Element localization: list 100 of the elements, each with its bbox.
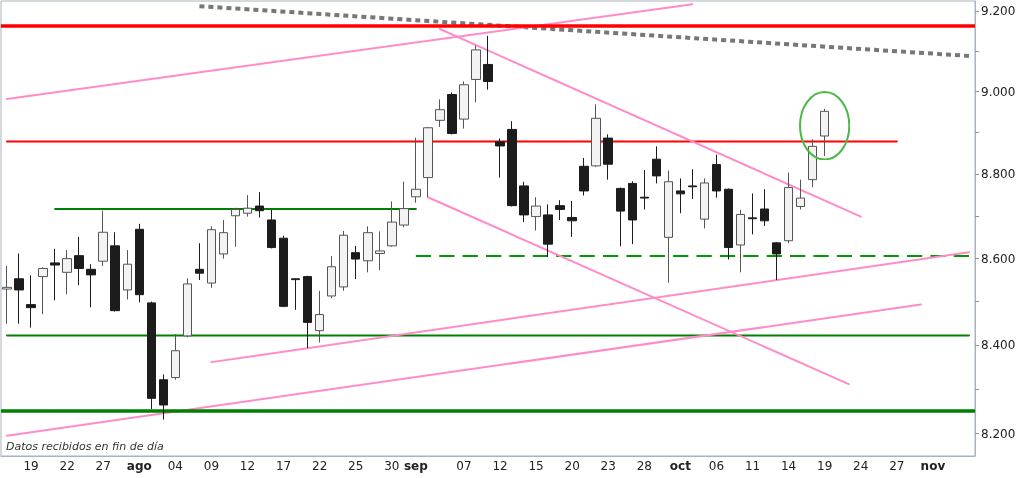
x-tick-label: 09	[203, 459, 220, 473]
candlestick	[2, 265, 12, 325]
candlestick	[507, 120, 517, 207]
candlestick	[74, 236, 84, 286]
x-tick-label: 22	[312, 459, 328, 473]
candlestick	[26, 274, 36, 329]
y-tick-label: 8.400	[981, 338, 1016, 353]
candlestick	[736, 209, 745, 273]
candlestick	[603, 133, 613, 181]
candlestick	[531, 196, 541, 232]
candlestick	[267, 209, 276, 249]
candlestick	[315, 290, 324, 343]
x-tick-label: 19	[817, 459, 833, 473]
candlestick	[652, 145, 661, 184]
y-tick-label: 8.200	[981, 426, 1016, 441]
candlestick	[147, 301, 156, 410]
candlestick	[579, 157, 589, 197]
x-tick-label: 17	[275, 459, 292, 473]
candlestick	[555, 199, 565, 221]
candlestick	[591, 103, 601, 168]
x-tick-label: 27	[95, 459, 111, 473]
candlestick	[772, 241, 781, 281]
candlestick	[38, 266, 48, 315]
candlestick	[543, 203, 553, 258]
y-tick-label: 8.600	[981, 251, 1016, 266]
x-tick-label: 12	[492, 459, 508, 473]
candlestick	[50, 248, 60, 301]
candlestick	[495, 137, 505, 179]
candlestick	[183, 277, 192, 338]
candlestick	[387, 200, 397, 248]
annotation: Datos recibidos en fin de día	[6, 440, 164, 453]
candlestick	[171, 333, 180, 381]
candlestick	[195, 242, 204, 281]
x-tick-label: 28	[636, 459, 652, 473]
candlestick	[435, 98, 445, 128]
candlestick	[447, 92, 457, 135]
x-tick-label: 06	[708, 459, 725, 473]
candlestick	[411, 137, 421, 204]
candlestick	[676, 177, 685, 214]
x-tick-label: 14	[780, 459, 797, 473]
x-tick-label: 30	[384, 459, 400, 473]
candlestick	[219, 219, 228, 260]
x-tick-label: 15	[528, 459, 544, 473]
candlestick	[62, 249, 72, 295]
candlestick	[616, 187, 625, 247]
x-tick-label: sep	[403, 459, 429, 473]
candlestick	[712, 154, 721, 199]
candlestick	[351, 245, 360, 280]
candlestick	[423, 126, 433, 198]
candlestick	[640, 169, 649, 210]
candlestick	[688, 168, 697, 200]
candlestick	[98, 210, 108, 267]
candlestick	[483, 35, 493, 91]
candlestick	[363, 225, 373, 273]
candlestick	[664, 169, 673, 284]
x-tick-label: 04	[167, 459, 183, 473]
candlestick	[760, 188, 769, 227]
candlestick	[14, 253, 24, 325]
x-tick-label: ago	[126, 459, 152, 473]
candlestick	[784, 172, 793, 244]
candlestick	[291, 277, 300, 311]
x-tick-label: 12	[239, 459, 256, 473]
candlestick	[135, 223, 144, 303]
candlestick	[471, 44, 481, 103]
candlestick	[231, 207, 240, 248]
candlestick	[255, 191, 264, 218]
candlestick	[459, 80, 469, 130]
candlestick	[567, 200, 577, 238]
candlestick	[399, 181, 409, 228]
candlestick	[243, 194, 252, 218]
candlestick	[628, 180, 637, 245]
candlestick	[207, 225, 216, 289]
x-tick-label: 20	[564, 459, 580, 473]
y-tick-label: 9.000	[981, 84, 1016, 99]
candlestick	[327, 255, 336, 299]
x-tick-label: 25	[348, 459, 364, 473]
x-tick-label: 11	[744, 459, 761, 473]
candlestick	[159, 373, 168, 421]
y-tick-label: 9.200	[981, 3, 1016, 18]
candlestick	[700, 177, 709, 229]
candlestick	[123, 249, 132, 300]
x-tick-label: 22	[59, 459, 75, 473]
candlestick	[110, 231, 120, 313]
candlestick	[748, 192, 757, 235]
x-tick-label: 07	[456, 459, 472, 473]
candlestick	[86, 263, 96, 308]
candlestick	[724, 187, 733, 260]
x-tick-label: oct	[669, 459, 692, 473]
candlestick	[820, 108, 829, 157]
candlestick	[375, 230, 385, 271]
candlestick	[808, 138, 817, 188]
y-tick-label: 8.800	[981, 167, 1016, 182]
x-tick-label: 19	[23, 459, 39, 473]
x-tick-label: nov	[920, 459, 946, 473]
candlestick	[303, 275, 312, 349]
x-tick-label: 24	[853, 459, 869, 473]
candlestick	[279, 235, 288, 308]
x-tick-label: 23	[600, 459, 616, 473]
candlestick	[339, 230, 348, 292]
x-tick-label: 27	[889, 459, 905, 473]
